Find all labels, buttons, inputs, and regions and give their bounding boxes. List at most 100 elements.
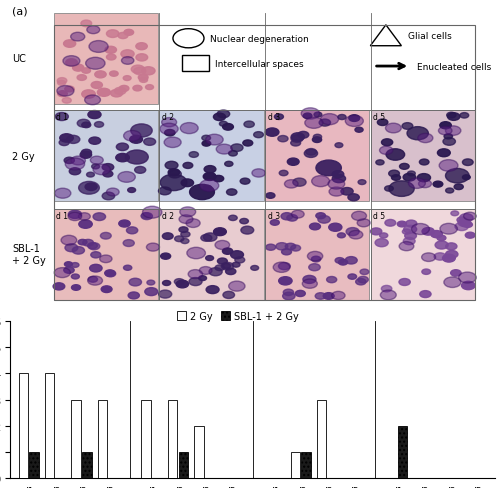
- Bar: [160, 209, 264, 300]
- Circle shape: [114, 88, 126, 95]
- Circle shape: [404, 233, 416, 240]
- Circle shape: [385, 220, 396, 227]
- Circle shape: [215, 241, 230, 250]
- Circle shape: [335, 258, 344, 264]
- Circle shape: [284, 180, 298, 189]
- Circle shape: [380, 233, 388, 239]
- Circle shape: [123, 77, 131, 81]
- Circle shape: [160, 254, 170, 260]
- Circle shape: [60, 135, 74, 143]
- Circle shape: [138, 75, 148, 81]
- Circle shape: [276, 243, 288, 250]
- Circle shape: [235, 257, 244, 264]
- Circle shape: [106, 189, 119, 197]
- Circle shape: [116, 154, 130, 163]
- Text: d 1: d 1: [56, 211, 68, 221]
- Circle shape: [110, 72, 118, 77]
- Circle shape: [357, 220, 370, 227]
- Circle shape: [63, 57, 80, 67]
- Circle shape: [356, 279, 366, 285]
- Circle shape: [292, 211, 304, 219]
- Circle shape: [308, 252, 323, 261]
- Circle shape: [66, 159, 84, 171]
- Bar: [317, 400, 326, 478]
- Circle shape: [389, 182, 414, 197]
- Circle shape: [174, 236, 184, 242]
- Circle shape: [134, 167, 145, 174]
- Circle shape: [332, 292, 345, 300]
- Circle shape: [93, 165, 110, 175]
- Circle shape: [303, 276, 316, 284]
- Circle shape: [54, 189, 71, 199]
- Circle shape: [444, 277, 461, 288]
- Circle shape: [118, 33, 128, 40]
- Circle shape: [284, 289, 294, 296]
- Circle shape: [446, 244, 457, 250]
- Circle shape: [349, 231, 363, 240]
- Circle shape: [215, 265, 224, 271]
- Circle shape: [218, 259, 228, 264]
- Text: d 3: d 3: [268, 113, 280, 122]
- Circle shape: [290, 245, 300, 251]
- Circle shape: [209, 268, 222, 276]
- Circle shape: [278, 136, 288, 142]
- Circle shape: [59, 140, 69, 146]
- Circle shape: [82, 240, 94, 246]
- Circle shape: [466, 233, 475, 239]
- Circle shape: [455, 223, 468, 231]
- Circle shape: [206, 135, 223, 145]
- Circle shape: [53, 283, 65, 290]
- Circle shape: [164, 138, 181, 148]
- Circle shape: [188, 270, 202, 279]
- Circle shape: [222, 124, 234, 131]
- Circle shape: [358, 180, 366, 185]
- Circle shape: [382, 140, 392, 146]
- Circle shape: [130, 136, 142, 144]
- Bar: [178, 452, 188, 478]
- Circle shape: [228, 216, 237, 221]
- Circle shape: [451, 211, 458, 216]
- Circle shape: [434, 253, 446, 261]
- Circle shape: [318, 216, 330, 224]
- Circle shape: [90, 265, 102, 272]
- Circle shape: [375, 239, 388, 247]
- Circle shape: [91, 252, 101, 259]
- Circle shape: [168, 169, 179, 177]
- Circle shape: [464, 213, 476, 221]
- Circle shape: [61, 236, 77, 245]
- Circle shape: [446, 169, 469, 183]
- Circle shape: [312, 176, 330, 187]
- Circle shape: [460, 113, 468, 119]
- Circle shape: [217, 111, 230, 119]
- Circle shape: [88, 243, 98, 249]
- Circle shape: [216, 145, 232, 155]
- Circle shape: [136, 43, 147, 51]
- Circle shape: [82, 150, 92, 156]
- Circle shape: [64, 267, 74, 274]
- Circle shape: [443, 138, 456, 146]
- Circle shape: [335, 143, 343, 148]
- Circle shape: [165, 162, 178, 170]
- Circle shape: [187, 248, 206, 259]
- Circle shape: [160, 175, 187, 191]
- Circle shape: [160, 124, 178, 135]
- Bar: [371, 111, 475, 202]
- Circle shape: [241, 227, 254, 235]
- Circle shape: [186, 219, 200, 228]
- Circle shape: [126, 227, 138, 234]
- Circle shape: [278, 277, 292, 285]
- Circle shape: [88, 277, 98, 283]
- Circle shape: [458, 219, 470, 227]
- Text: Enucleated cells: Enucleated cells: [418, 62, 492, 71]
- Circle shape: [57, 86, 74, 97]
- Circle shape: [142, 67, 155, 76]
- Circle shape: [458, 272, 476, 284]
- Circle shape: [122, 58, 134, 65]
- Circle shape: [438, 127, 452, 136]
- Circle shape: [293, 179, 306, 187]
- Circle shape: [181, 232, 190, 238]
- Circle shape: [179, 215, 193, 224]
- Text: Nuclear degeneration: Nuclear degeneration: [210, 35, 308, 43]
- Circle shape: [121, 51, 134, 59]
- Circle shape: [72, 274, 80, 280]
